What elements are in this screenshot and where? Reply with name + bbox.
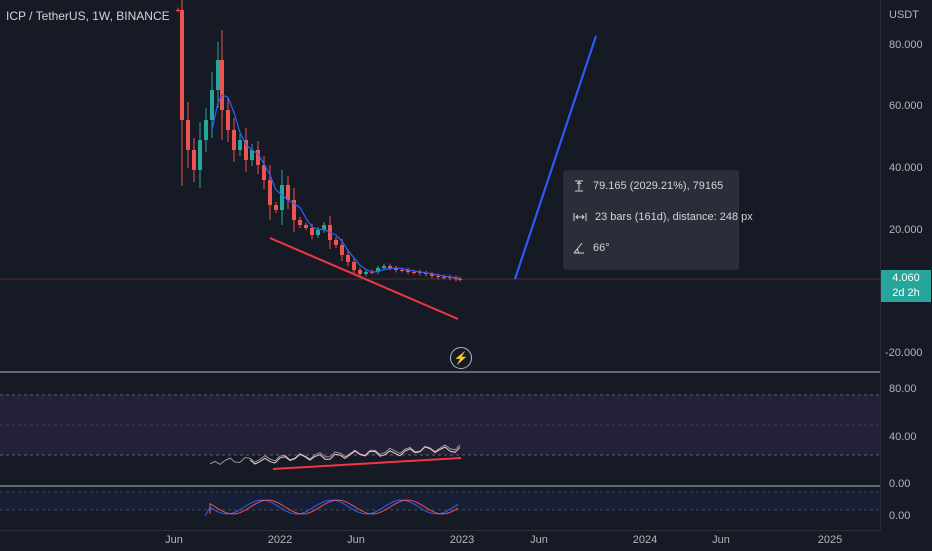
bars-range-icon (573, 213, 587, 221)
candle-body (442, 277, 446, 278)
candle-body (186, 120, 190, 150)
candle-body (436, 276, 440, 277)
chart-area[interactable] (0, 0, 880, 530)
candle-body (458, 279, 462, 280)
candle-body (412, 272, 416, 273)
candle-body (322, 225, 326, 230)
candle-body (256, 150, 260, 165)
osc-tick: 0.00 (889, 510, 911, 522)
rsi-tick: 40.00 (889, 431, 917, 443)
candle-body (204, 120, 208, 140)
rsi-ma-line (249, 446, 461, 465)
price-tick: -20.000 (885, 347, 923, 359)
time-tick: Jun (530, 534, 548, 546)
rsi-line (209, 444, 461, 466)
candle-body (382, 266, 386, 268)
time-tick: 2022 (267, 534, 293, 546)
candle-body (454, 278, 458, 279)
candle-body (176, 10, 180, 11)
time-tick: Jun (712, 534, 730, 546)
angle-text: 66° (593, 242, 610, 254)
candle-body (216, 60, 220, 90)
currency-label: USDT (889, 9, 919, 21)
time-tick: 2025 (817, 534, 843, 546)
time-tick: Jun (165, 534, 183, 546)
price-change-text: 79.165 (2029.21%), 79165 (593, 180, 724, 192)
candle-body (418, 272, 422, 273)
time-tick: 2024 (632, 534, 658, 546)
candle-body (286, 185, 290, 200)
candle-body (192, 150, 196, 170)
osc-band (0, 492, 880, 510)
candle-body (346, 255, 350, 262)
candle-body (430, 274, 434, 276)
bars-range-text: 23 bars (161d), distance: 248 px (595, 211, 753, 223)
price-axis[interactable]: USDT 80.000 60.000 40.000 20.000 -20.000… (880, 0, 932, 530)
trendline-price[interactable] (269, 237, 459, 320)
price-tick: 40.000 (889, 162, 923, 174)
candle-body (358, 270, 362, 274)
candle-body (340, 245, 344, 255)
candle-body (250, 150, 254, 160)
lightning-icon[interactable]: ⚡ (450, 347, 472, 369)
price-range-icon (575, 180, 583, 192)
moving-average-line (211, 94, 461, 279)
bar-countdown: 2d 2h (892, 287, 920, 299)
candle-body (400, 270, 404, 271)
candle-body (292, 200, 296, 220)
candle-body (180, 10, 184, 120)
candle-body (310, 228, 314, 235)
price-tick: 60.000 (889, 100, 923, 112)
candlestick-series (176, 0, 462, 282)
measure-line[interactable] (514, 35, 597, 280)
rsi-tick: 0.00 (889, 478, 911, 490)
candle-body (298, 220, 302, 225)
candle-body (406, 270, 410, 272)
osc-k-line (204, 499, 459, 517)
candle-body (316, 230, 320, 235)
time-tick: 2023 (449, 534, 475, 546)
last-price-value: 4.060 (892, 272, 920, 284)
candle-body (334, 240, 338, 245)
angle-icon (573, 242, 584, 254)
candle-body (280, 185, 284, 210)
candle-body (262, 165, 266, 180)
time-axis[interactable]: Jun 2022 Jun 2023 Jun 2024 Jun 2025 (0, 530, 880, 551)
candle-body (220, 60, 224, 110)
rsi-tick: 80.00 (889, 383, 917, 395)
symbol-title[interactable]: ICP / TetherUS, 1W, BINANCE (6, 9, 170, 23)
price-tick: 80.000 (889, 39, 923, 51)
candle-body (198, 140, 202, 170)
time-tick: Jun (347, 534, 365, 546)
candle-body (364, 272, 368, 274)
osc-d-line (209, 499, 459, 515)
candle-body (424, 273, 428, 274)
candle-body (238, 140, 242, 150)
angle-row: 66° (573, 242, 610, 254)
candle-body (268, 180, 272, 205)
last-price-badge: 4.060 2d 2h (881, 270, 931, 302)
trendline-rsi[interactable] (272, 457, 462, 470)
candle-body (376, 268, 380, 272)
price-range-row: 79.165 (2029.21%), 79165 (573, 180, 723, 192)
candle-body (210, 90, 214, 120)
candle-body (394, 268, 398, 270)
candle-body (388, 266, 392, 268)
price-tick: 20.000 (889, 224, 923, 236)
candle-body (274, 205, 278, 210)
candle-body (226, 110, 230, 130)
candle-body (304, 225, 308, 228)
candle-body (244, 140, 248, 160)
bars-range-row: 23 bars (161d), distance: 248 px (573, 211, 753, 223)
candle-body (232, 130, 236, 150)
measure-tooltip: 79.165 (2029.21%), 79165 23 bars (161d),… (563, 170, 753, 270)
candle-body (352, 262, 356, 270)
